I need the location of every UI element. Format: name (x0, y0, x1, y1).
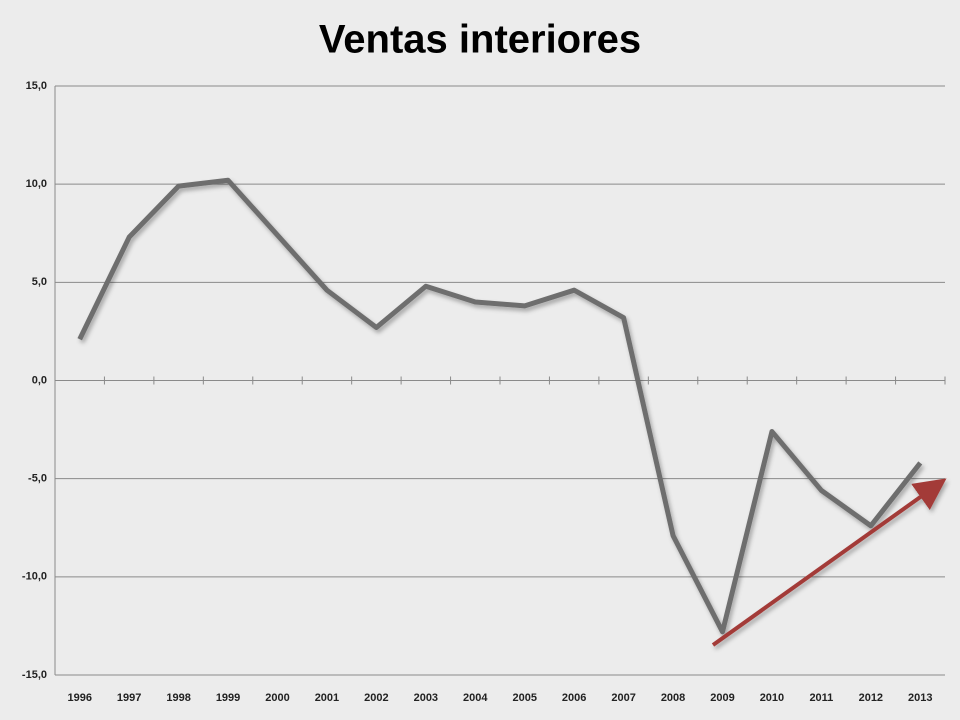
plot-area: -15,0 -10,0 -5,0 0,0 5,0 10,0 15,0 1996 1997 1998… (22, 80, 946, 704)
x-tick-label: 2006 (562, 692, 586, 704)
data-line (77, 177, 923, 635)
x-tick-label: 2004 (463, 692, 488, 704)
y-tick-label: 15,0 (26, 80, 47, 92)
y-tick-label: 5,0 (32, 276, 47, 288)
trend-arrow (711, 478, 947, 647)
y-tick-label: 0,0 (32, 374, 47, 386)
x-tick-label: 1999 (216, 692, 240, 704)
y-tick-label: -15,0 (22, 669, 47, 681)
x-tick-label: 2011 (809, 692, 833, 704)
x-tick-label: 2013 (908, 692, 932, 704)
x-tick-label: 1996 (67, 692, 91, 704)
x-tick-label: 2000 (265, 692, 289, 704)
x-tick-label: 2005 (512, 692, 536, 704)
y-tick-label: -10,0 (22, 571, 47, 583)
chart-title: Ventas interiores (319, 18, 641, 62)
x-tick-label: 2010 (760, 692, 784, 704)
x-tick-label: 2002 (364, 692, 388, 704)
x-tick-label: 2012 (859, 692, 883, 704)
y-tick-label: 10,0 (26, 178, 47, 190)
x-tick-label: 2003 (414, 692, 438, 704)
x-tick-label: 1997 (117, 692, 141, 704)
x-tick-label: 2001 (315, 692, 339, 704)
y-tick-label: -5,0 (28, 473, 47, 485)
x-tick-label: 2008 (661, 692, 685, 704)
x-tick-label: 2009 (710, 692, 734, 704)
x-tick-label: 2007 (611, 692, 635, 704)
x-tick-label: 1998 (166, 692, 190, 704)
